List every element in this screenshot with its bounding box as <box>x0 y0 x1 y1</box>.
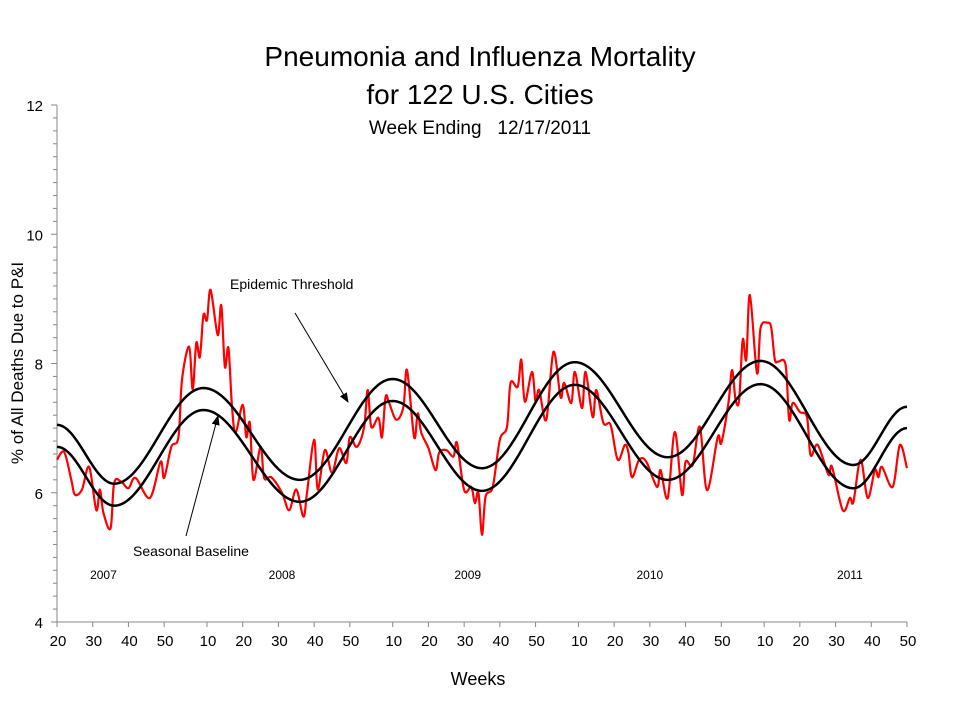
x-tick-label: 50 <box>528 633 545 650</box>
x-tick-label: 20 <box>793 633 810 650</box>
x-tick-label: 40 <box>678 633 695 650</box>
x-tick-label: 10 <box>385 633 402 650</box>
y-tick-label: 6 <box>35 486 43 503</box>
x-tick-label: 50 <box>714 633 731 650</box>
x-tick-label: 30 <box>828 633 845 650</box>
axes: 4 6 8 10 12 20 30 40 50 10 20 30 40 50 10 20 30 40 50 10 20 3… <box>26 98 916 650</box>
y-tick-label: 8 <box>35 357 43 374</box>
year-label: 2009 <box>454 568 481 582</box>
y-tick-label: 12 <box>26 98 43 115</box>
x-tick-label: 30 <box>643 633 660 650</box>
x-tick-label: 40 <box>864 633 881 650</box>
chart-title-line2: for 122 U.S. Cities <box>366 79 593 110</box>
x-tick-label: 10 <box>571 633 588 650</box>
x-tick-label: 20 <box>421 633 438 650</box>
series-lines <box>56 288 909 536</box>
x-tick-label: 50 <box>157 633 174 650</box>
threshold-series-line <box>56 359 908 485</box>
x-tick-label: 30 <box>85 633 102 650</box>
observed-series-line <box>56 288 909 536</box>
year-label: 2007 <box>90 568 117 582</box>
x-tick-label: 20 <box>607 633 624 650</box>
x-tick-label: 30 <box>271 633 288 650</box>
year-labels: 2007 2008 2009 2010 2011 <box>90 568 863 582</box>
year-label: 2010 <box>637 568 664 582</box>
chart-subtitle: Week Ending 12/17/2011 <box>369 118 591 139</box>
x-tick-label: 10 <box>200 633 217 650</box>
x-tick-label: 50 <box>900 633 917 650</box>
y-tick-label: 10 <box>26 227 43 244</box>
seasonal-baseline-arrow <box>185 415 220 537</box>
x-axis-label: Weeks <box>451 669 506 689</box>
year-label: 2008 <box>269 568 296 582</box>
x-tick-label: 40 <box>493 633 510 650</box>
x-tick-label: 50 <box>343 633 360 650</box>
x-tick-label: 40 <box>307 633 324 650</box>
x-tick-label: 20 <box>235 633 252 650</box>
seasonal-baseline-label: Seasonal Baseline <box>133 543 249 559</box>
y-axis-label: % of All Deaths Due to P&I <box>8 262 27 464</box>
year-label: 2011 <box>837 568 863 582</box>
x-tick-label: 10 <box>757 633 774 650</box>
epidemic-threshold-arrow <box>294 312 349 403</box>
y-tick-label: 4 <box>35 615 43 632</box>
x-tick-label: 20 <box>50 633 67 650</box>
baseline-series-line <box>56 382 908 507</box>
annotations: Epidemic Threshold Seasonal Baseline <box>133 276 353 559</box>
epidemic-threshold-label: Epidemic Threshold <box>230 276 353 292</box>
x-tick-label: 30 <box>457 633 474 650</box>
x-tick-label: 40 <box>121 633 138 650</box>
chart-title: Pneumonia and Influenza Mortality <box>264 41 695 72</box>
